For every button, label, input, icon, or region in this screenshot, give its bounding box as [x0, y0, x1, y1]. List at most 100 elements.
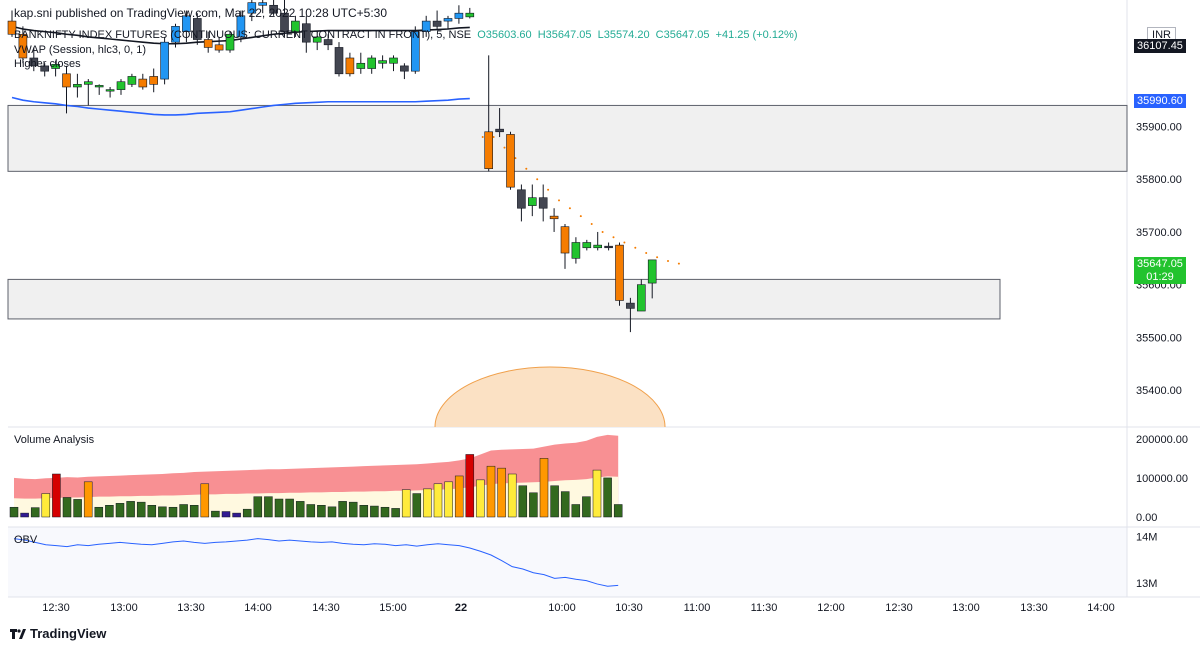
volume-bar — [529, 492, 538, 518]
candle — [182, 10, 191, 43]
volume-bar — [518, 485, 528, 518]
higher-closes-legend[interactable]: Higher closes — [14, 58, 81, 70]
volume-bar — [465, 454, 475, 518]
vwap-session2-dot — [645, 252, 648, 255]
obv-pane-title[interactable]: OBV — [14, 534, 38, 546]
obv-pane-bg — [8, 527, 1127, 597]
time-axis-label: 15:00 — [379, 602, 407, 614]
candle — [615, 242, 624, 306]
candle-body — [465, 12, 475, 18]
vwap-session2-dot — [568, 207, 571, 210]
candle — [538, 184, 548, 222]
candle — [127, 73, 137, 87]
volume-bar — [306, 504, 316, 518]
candle — [203, 31, 213, 53]
ohlc-change: +41.25 (+0.12%) — [715, 29, 798, 41]
candle — [636, 279, 646, 312]
volume-bar — [582, 496, 591, 518]
candle-body — [280, 12, 289, 32]
candle-body — [291, 20, 300, 32]
vwap-session2-dot — [677, 262, 680, 265]
candle — [400, 63, 409, 80]
candle-body — [593, 244, 603, 249]
volume-bar — [30, 507, 40, 518]
volume-bar — [274, 498, 284, 518]
volume-bar — [232, 512, 241, 518]
vwap-session2-dot — [492, 136, 495, 139]
candle-body — [18, 33, 28, 59]
ohlc-high: H35647.05 — [537, 29, 592, 41]
candle — [484, 55, 494, 172]
time-axis-label: 10:30 — [615, 602, 643, 614]
candle — [527, 184, 537, 217]
candle-body — [236, 15, 246, 38]
volume-bar — [359, 505, 369, 518]
price-axis-label: 35500.00 — [1136, 332, 1182, 344]
volume-bar — [412, 493, 422, 518]
candle — [626, 297, 635, 333]
symbol-name[interactable]: BANKNIFTY INDEX FUTURES (CONTINUOUS: CUR… — [14, 29, 472, 41]
candle — [40, 63, 50, 77]
candle — [18, 26, 28, 64]
volume-bar — [147, 505, 157, 518]
candle-body — [538, 197, 548, 209]
tradingview-brand: TradingView — [30, 626, 107, 641]
volume-bar — [454, 475, 464, 518]
volume-bar — [380, 506, 390, 518]
candle — [280, 0, 289, 37]
volume-bar — [52, 473, 61, 518]
volume-bar — [550, 485, 559, 518]
tradingview-logo[interactable]: TradingView — [10, 626, 106, 641]
candle-body — [116, 81, 126, 90]
volume-axis-label: 100000.00 — [1136, 473, 1188, 485]
candle — [560, 224, 570, 269]
candle — [345, 52, 355, 77]
candle-body — [549, 215, 559, 220]
volume-bar — [105, 505, 114, 518]
candle — [94, 84, 104, 95]
time-axis-label: 13:00 — [110, 602, 138, 614]
candle-body — [615, 244, 624, 301]
candle-body — [334, 47, 344, 75]
ohlc-low: L35574.20 — [597, 29, 650, 41]
candle — [465, 7, 475, 19]
candle — [7, 10, 17, 37]
volume-bar — [613, 504, 623, 518]
volume-bar — [9, 506, 19, 518]
candle-body — [421, 20, 431, 32]
volume-bar — [592, 469, 602, 518]
candle-body — [400, 65, 409, 72]
vwap-legend[interactable]: VWAP (Session, hlc3, 0, 1) — [14, 44, 147, 56]
candle-countdown: 01:29 — [1134, 270, 1186, 284]
candle — [432, 10, 442, 29]
symbol-legend: BANKNIFTY INDEX FUTURES (CONTINUOUS: CUR… — [14, 29, 801, 41]
candle — [269, 0, 278, 16]
candle — [312, 31, 322, 51]
candle-body — [367, 57, 377, 69]
vwap-session2-dot — [558, 199, 560, 202]
vwap-session2-dot — [656, 256, 659, 259]
obv-line — [13, 538, 619, 587]
time-axis-label: 14:30 — [312, 602, 340, 614]
time-axis-label: 13:30 — [177, 602, 205, 614]
vwap-session2-dot — [579, 215, 582, 218]
volume-bar — [115, 503, 125, 518]
ohlc-close: C35647.05 — [655, 29, 710, 41]
volume-bar — [168, 506, 178, 518]
time-axis-label: 12:30 — [42, 602, 70, 614]
volume-bar — [73, 499, 82, 518]
volume-bar — [189, 505, 199, 518]
candle — [356, 52, 366, 74]
candle-body — [527, 197, 537, 206]
volume-bar — [539, 458, 549, 518]
time-axis-label: 13:30 — [1020, 602, 1048, 614]
candle-body — [7, 20, 17, 35]
candle-body — [432, 20, 442, 27]
candle-body — [378, 60, 387, 64]
time-axis-label: 12:30 — [885, 602, 913, 614]
volume-pane-title[interactable]: Volume Analysis — [14, 434, 95, 446]
vwap-session2-dot — [667, 259, 669, 262]
candle — [138, 73, 148, 90]
ohlc-open: O35603.60 — [477, 29, 532, 41]
